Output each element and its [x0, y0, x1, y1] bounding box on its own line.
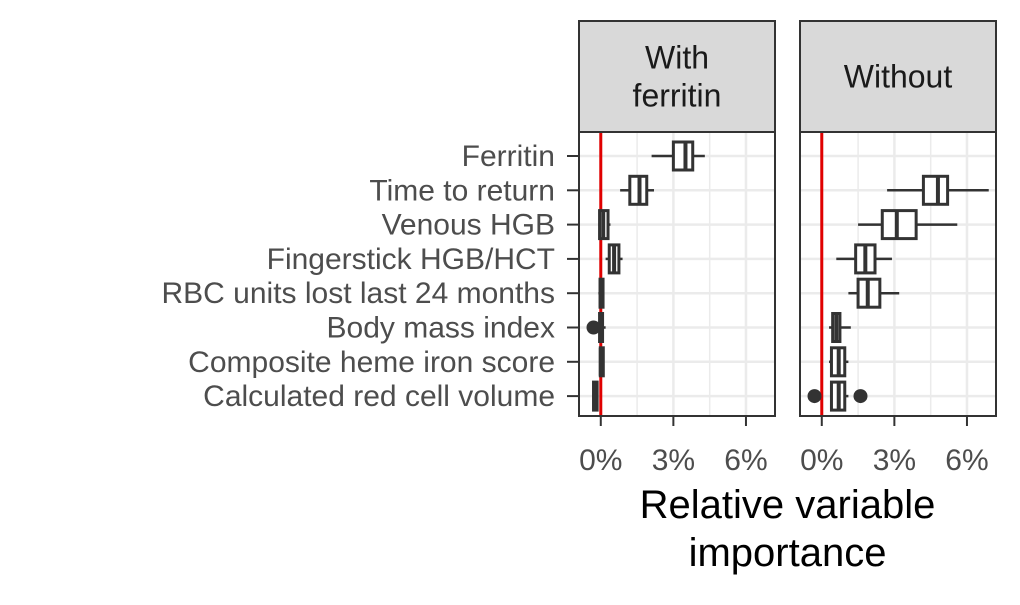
panel-border	[578, 131, 776, 417]
category-label: Venous HGB	[382, 209, 555, 242]
category-label: Time to return	[369, 174, 555, 207]
x-tick-label: 3%	[652, 444, 695, 477]
facet-panel: Without 0% 3% 6%	[799, 20, 997, 477]
box-series-item	[829, 312, 851, 343]
x-tick-label: 0%	[800, 444, 843, 477]
facet-label: ferritin	[633, 78, 722, 114]
box-series-item	[807, 380, 868, 412]
x-axis-title: Relative variable	[640, 483, 936, 527]
outlier-point	[586, 320, 601, 335]
box-series-item	[598, 209, 611, 241]
x-tick-label: 6%	[945, 444, 988, 477]
box-series-item	[598, 346, 605, 378]
box-series-item	[598, 277, 605, 309]
category-label: Body mass index	[327, 312, 555, 345]
box-series-item	[605, 243, 623, 275]
category-label: Ferritin	[462, 140, 555, 173]
box-series-item	[586, 312, 606, 343]
outlier-point	[807, 389, 822, 404]
category-label: Composite heme iron score	[188, 346, 555, 379]
box-series-item	[858, 209, 958, 241]
x-tick-label: 6%	[724, 444, 767, 477]
category-label: RBC units lost last 24 months	[161, 277, 555, 310]
facet-strip	[799, 20, 997, 133]
panel-border	[799, 131, 997, 417]
box	[880, 209, 918, 241]
facet-label: Without	[844, 59, 953, 95]
category-label: Fingerstick HGB/HCT	[267, 243, 555, 276]
box	[671, 140, 695, 172]
category-label: Calculated red cell volume	[203, 380, 555, 413]
box-series-item	[848, 277, 900, 309]
box-series-item	[887, 174, 989, 206]
facet-strip	[578, 20, 776, 133]
box-series-item	[829, 346, 849, 378]
box	[921, 174, 950, 206]
box-series-item	[620, 174, 655, 206]
x-tick-label: 3%	[873, 444, 916, 477]
outlier-point	[853, 389, 868, 404]
x-tick-label: 0%	[579, 444, 622, 477]
x-axis-title: importance	[689, 531, 887, 575]
box-series-item	[651, 140, 705, 172]
box-series-item	[836, 243, 892, 275]
facet-label: With	[645, 40, 709, 76]
box-series-item	[592, 380, 599, 412]
